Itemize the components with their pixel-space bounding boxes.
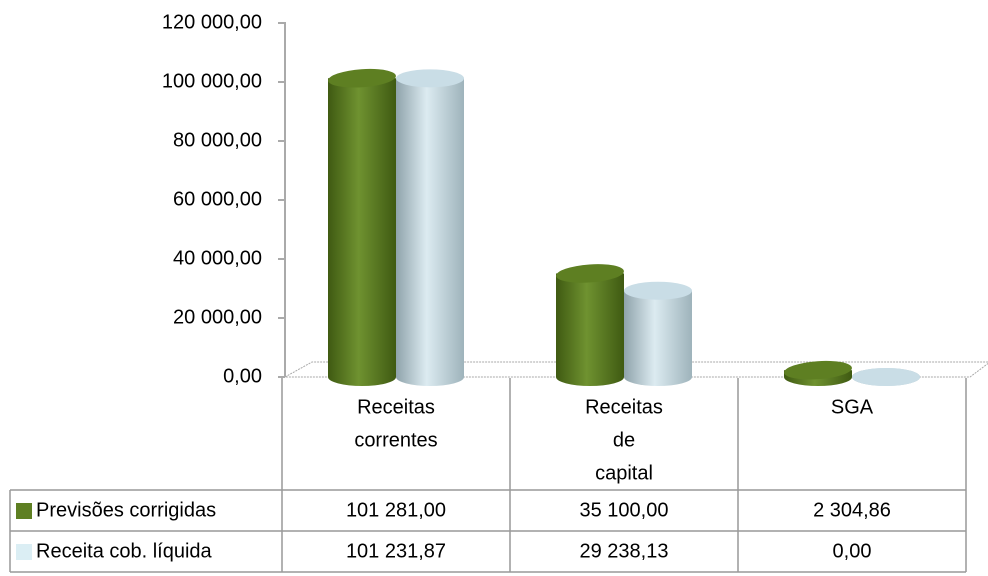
- y-tick-label: 80 000,00: [173, 129, 262, 151]
- cylinder: [852, 368, 920, 386]
- x-tick-label: correntes: [354, 429, 437, 451]
- table-value: 2 304,86: [813, 499, 891, 521]
- x-tick-label: Receitas: [357, 396, 435, 418]
- legend-swatch: [16, 503, 32, 519]
- cylinder-part: [328, 68, 396, 88]
- cylinder-part: [556, 273, 624, 377]
- y-tick-label: 0,00: [223, 365, 262, 387]
- y-tick-label: 20 000,00: [173, 306, 262, 328]
- table-value: 0,00: [833, 540, 872, 562]
- y-tick-label: 60 000,00: [173, 188, 262, 210]
- cylinder: [556, 264, 624, 386]
- legend-label: Previsões corrigidas: [36, 499, 216, 521]
- table-value: 101 281,00: [346, 499, 446, 521]
- x-tick-label: de: [613, 429, 635, 451]
- cylinder-part: [784, 360, 852, 380]
- x-tick-label: capital: [595, 462, 653, 484]
- y-tick-label: 120 000,00: [162, 11, 262, 33]
- cylinder-part: [624, 290, 692, 377]
- cylinder: [328, 68, 396, 386]
- cylinder-part: [624, 281, 692, 300]
- legend-label: Receita cob. líquida: [36, 540, 213, 562]
- cylinder: [784, 360, 852, 386]
- y-tick-label: 100 000,00: [162, 70, 262, 92]
- cylinder: [624, 281, 692, 386]
- cylinder-part: [852, 368, 920, 386]
- x-tick-label: SGA: [831, 396, 874, 418]
- cylinder-part: [328, 78, 396, 378]
- cylinder: [396, 69, 464, 386]
- y-tick-label: 40 000,00: [173, 247, 262, 269]
- cylinder-part: [396, 69, 464, 88]
- table-value: 29 238,13: [580, 540, 669, 562]
- table-value: 101 231,87: [346, 540, 446, 562]
- legend-swatch: [16, 544, 32, 560]
- cylinder-part: [556, 264, 624, 283]
- cylinder-part: [396, 78, 464, 378]
- x-tick-label: Receitas: [585, 396, 663, 418]
- table-value: 35 100,00: [580, 499, 669, 521]
